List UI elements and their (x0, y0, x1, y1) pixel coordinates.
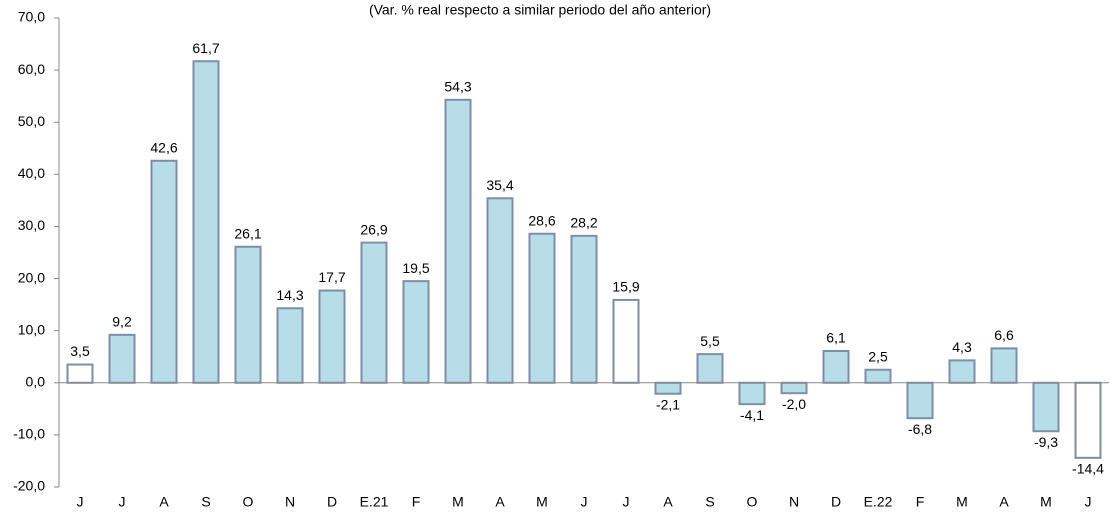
x-tick-label: F (412, 494, 421, 510)
value-label: 17,7 (318, 269, 345, 285)
value-label: -4,1 (740, 407, 764, 423)
value-label: 2,5 (868, 348, 888, 364)
value-label: -2,1 (656, 396, 680, 412)
bar (402, 280, 430, 384)
x-tick-label: D (831, 494, 841, 510)
value-label: 19,5 (402, 260, 429, 276)
value-label: -9,3 (1034, 434, 1058, 450)
bar (570, 234, 598, 384)
bar (780, 381, 808, 395)
bar (234, 245, 262, 384)
bar (444, 98, 472, 384)
value-label: 6,6 (994, 327, 1014, 343)
x-tick-label: N (789, 494, 799, 510)
value-label: 28,6 (528, 212, 555, 228)
bar (192, 60, 220, 384)
bar (864, 368, 892, 384)
x-tick-label: A (999, 494, 1009, 510)
x-tick-label: M (1040, 494, 1052, 510)
value-label: -6,8 (908, 421, 932, 437)
value-label: 9,2 (112, 314, 132, 330)
value-label: 54,3 (444, 79, 471, 95)
x-tick-label: F (916, 494, 925, 510)
value-label: 28,2 (570, 215, 597, 231)
y-tick-label: 60,0 (18, 61, 45, 77)
y-tick-label: 50,0 (18, 113, 45, 129)
y-tick-label: 40,0 (18, 165, 45, 181)
x-tick-label: J (77, 494, 84, 510)
bar (906, 381, 934, 420)
bar (1074, 381, 1102, 459)
x-tick-label: N (285, 494, 295, 510)
x-tick-label: J (581, 494, 588, 510)
value-label: -2,0 (782, 396, 806, 412)
y-tick-label: 20,0 (18, 269, 45, 285)
value-label: 3,5 (70, 343, 90, 359)
value-label: -14,4 (1072, 461, 1104, 477)
x-tick-label: S (201, 494, 210, 510)
bar (1032, 381, 1060, 433)
x-tick-label: A (663, 494, 673, 510)
value-label: 15,9 (612, 279, 639, 295)
bar (654, 381, 682, 395)
bar (360, 241, 388, 384)
y-tick-label: -10,0 (13, 426, 45, 442)
bar (696, 353, 724, 384)
bar (486, 197, 514, 384)
bar (738, 381, 766, 406)
x-tick-label: O (747, 494, 758, 510)
x-tick-label: J (1085, 494, 1092, 510)
x-tick-label: A (495, 494, 505, 510)
bar (150, 159, 178, 384)
y-tick-label: 70,0 (18, 9, 45, 25)
bar (612, 298, 640, 384)
bar (948, 359, 976, 384)
x-tick-label: D (327, 494, 337, 510)
bar (108, 333, 136, 384)
x-tick-label: E.22 (864, 494, 893, 510)
value-label: 61,7 (192, 40, 219, 56)
y-tick-label: 30,0 (18, 217, 45, 233)
x-tick-label: M (956, 494, 968, 510)
value-label: 5,5 (700, 333, 720, 349)
bar (66, 363, 94, 384)
value-label: 6,1 (826, 330, 846, 346)
x-tick-label: E.21 (360, 494, 389, 510)
x-tick-label: J (623, 494, 630, 510)
value-label: 4,3 (952, 339, 972, 355)
bar (318, 289, 346, 384)
y-tick-label: -20,0 (13, 478, 45, 494)
x-tick-label: M (536, 494, 548, 510)
x-tick-label: S (705, 494, 714, 510)
value-label: 35,4 (486, 177, 513, 193)
y-tick-label: 0,0 (26, 373, 46, 389)
value-label: 42,6 (150, 139, 177, 155)
bar (822, 349, 850, 384)
bar (990, 347, 1018, 384)
chart-subtitle: (Var. % real respecto a similar periodo … (369, 2, 711, 18)
x-tick-label: O (243, 494, 254, 510)
bar (528, 232, 556, 384)
value-label: 14,3 (276, 287, 303, 303)
y-tick-label: 10,0 (18, 321, 45, 337)
bar (276, 307, 304, 384)
x-tick-label: J (119, 494, 126, 510)
value-label: 26,9 (360, 221, 387, 237)
value-label: 26,1 (234, 225, 261, 241)
x-tick-label: M (452, 494, 464, 510)
x-tick-label: A (159, 494, 169, 510)
